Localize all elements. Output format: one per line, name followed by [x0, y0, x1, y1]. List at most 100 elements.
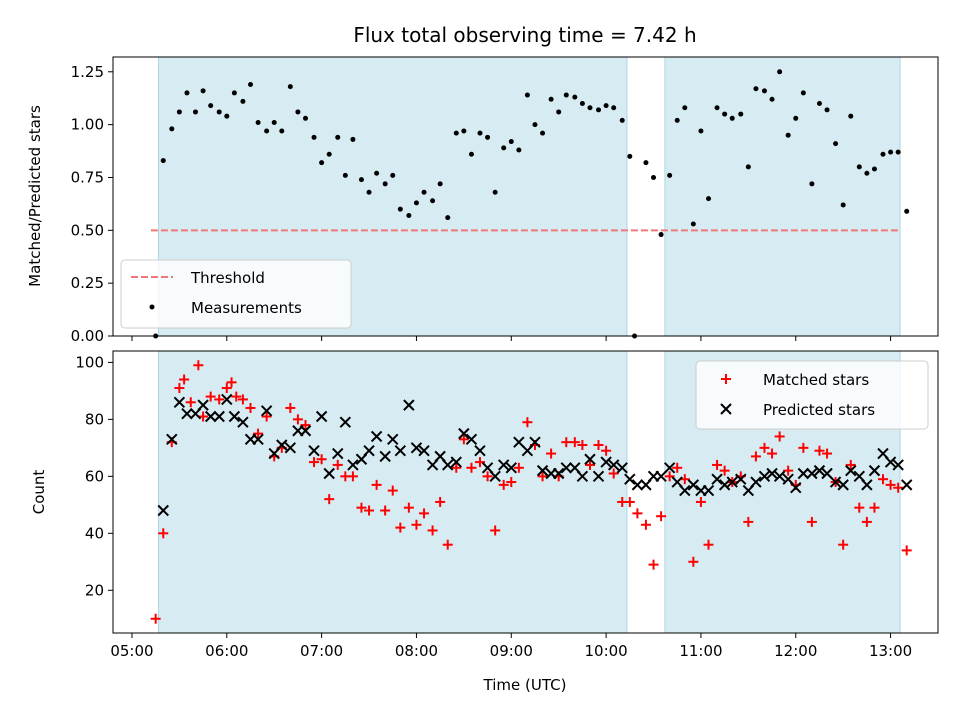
- predicted-star-point: [497, 459, 510, 471]
- measurement-point: [658, 232, 664, 238]
- measurement-point: [714, 105, 720, 111]
- predicted-star-point: [845, 464, 857, 477]
- measurement-point: [651, 174, 657, 180]
- y-tick-label: 1.25: [71, 63, 104, 81]
- measurement-point: [643, 160, 649, 166]
- measurement-point: [342, 172, 348, 178]
- matched-star-point: [822, 448, 833, 459]
- matched-star-point: [546, 448, 557, 459]
- predicted-star-point: [687, 479, 700, 491]
- predicted-star-point: [552, 467, 565, 480]
- measurement-point: [224, 113, 230, 119]
- measurement-point: [382, 181, 388, 187]
- predicted-star-point: [600, 456, 612, 468]
- matched-star-point: [703, 539, 714, 550]
- predicted-star-point: [260, 405, 273, 417]
- matched-star-point: [632, 508, 643, 519]
- matched-star-point: [750, 451, 761, 462]
- predicted-star-point: [387, 433, 399, 446]
- x-axis-label: Time (UTC): [483, 676, 567, 694]
- matched-star-point: [814, 445, 825, 456]
- matched-star-point: [364, 505, 375, 516]
- matched-star-point: [403, 502, 414, 513]
- matched-star-point: [411, 519, 422, 530]
- predicted-star-point: [173, 396, 186, 408]
- matched-star-point: [513, 462, 524, 473]
- measurement-point: [840, 202, 846, 208]
- measurement-point: [200, 88, 206, 94]
- matched-star-point: [231, 391, 242, 402]
- matched-star-point: [719, 465, 730, 476]
- measurement-point: [413, 200, 419, 206]
- predicted-star-point: [276, 439, 288, 451]
- matched-star-point: [743, 516, 754, 527]
- predicted-star-point: [339, 416, 352, 428]
- predicted-star-point: [829, 476, 842, 488]
- measurement-point: [390, 172, 396, 178]
- predicted-star-point: [758, 470, 771, 483]
- y-tick-label: 0.50: [71, 221, 104, 239]
- matched-star-point: [506, 477, 517, 488]
- measurement-point: [295, 109, 301, 115]
- measurement-point: [619, 117, 625, 123]
- matched-star-point: [261, 411, 272, 422]
- matched-star-point: [656, 511, 667, 522]
- matched-star-point: [854, 502, 865, 513]
- y-tick-label: 80: [85, 410, 104, 428]
- top-panel: 0.00 0.25 0.50 0.75 1.00 1.25 Matched/Predict…: [26, 56, 939, 345]
- matched-star-point: [387, 485, 398, 496]
- measurement-point: [216, 109, 222, 115]
- measurement-point: [335, 134, 341, 140]
- measurement-point: [722, 111, 728, 117]
- measurement-point: [880, 151, 886, 157]
- measurement-point: [240, 98, 246, 104]
- measurement-point: [706, 196, 712, 202]
- measurement-point: [350, 136, 356, 142]
- matched-star-point: [237, 394, 248, 405]
- matched-star-point: [150, 613, 161, 624]
- legend-threshold-label: Threshold: [190, 269, 265, 287]
- matched-star-point: [179, 374, 190, 385]
- x-tick-label: 12:00: [774, 642, 817, 660]
- predicted-star-point: [308, 444, 320, 457]
- matched-star-point: [419, 508, 430, 519]
- predicted-star-point: [663, 462, 676, 474]
- predicted-star-point: [711, 473, 723, 485]
- x-tick-label: 09:00: [490, 642, 533, 660]
- predicted-star-point: [735, 473, 747, 485]
- measurement-point: [864, 170, 870, 176]
- legend-measurement-label: Measurements: [191, 299, 302, 317]
- matched-star-point: [356, 502, 367, 513]
- predicted-star-point: [861, 479, 873, 491]
- matched-star-point: [435, 496, 446, 507]
- measurement-point: [871, 166, 877, 172]
- matched-star-point: [458, 434, 469, 445]
- measurement-point: [461, 128, 467, 134]
- matched-star-point: [490, 525, 501, 536]
- predicted-star-point: [884, 456, 897, 468]
- predicted-star-point: [821, 467, 833, 480]
- predicted-star-point: [284, 442, 297, 454]
- predicted-star-point: [718, 479, 731, 491]
- matched-star-point: [427, 525, 438, 536]
- predicted-star-point: [584, 453, 596, 465]
- measurement-point: [904, 208, 910, 214]
- measurement-point: [437, 181, 443, 187]
- matched-star-point: [482, 471, 493, 482]
- measurement-point: [548, 96, 554, 102]
- measurement-point: [856, 164, 862, 170]
- measurement-point: [690, 221, 696, 227]
- predicted-star-point: [442, 459, 454, 471]
- matched-star-point: [593, 440, 604, 450]
- axes-frame: [112, 350, 939, 634]
- measurement-point: [800, 90, 806, 96]
- predicted-star-point: [536, 464, 549, 477]
- measurement-point: [319, 160, 325, 166]
- predicted-star-point: [631, 479, 644, 491]
- matched-star-point: [569, 437, 580, 448]
- shaded-interval: [664, 56, 901, 337]
- matched-star-point: [214, 394, 225, 405]
- measurement-point: [374, 170, 380, 176]
- measurement-point: [769, 96, 775, 102]
- measurement-point: [397, 206, 403, 212]
